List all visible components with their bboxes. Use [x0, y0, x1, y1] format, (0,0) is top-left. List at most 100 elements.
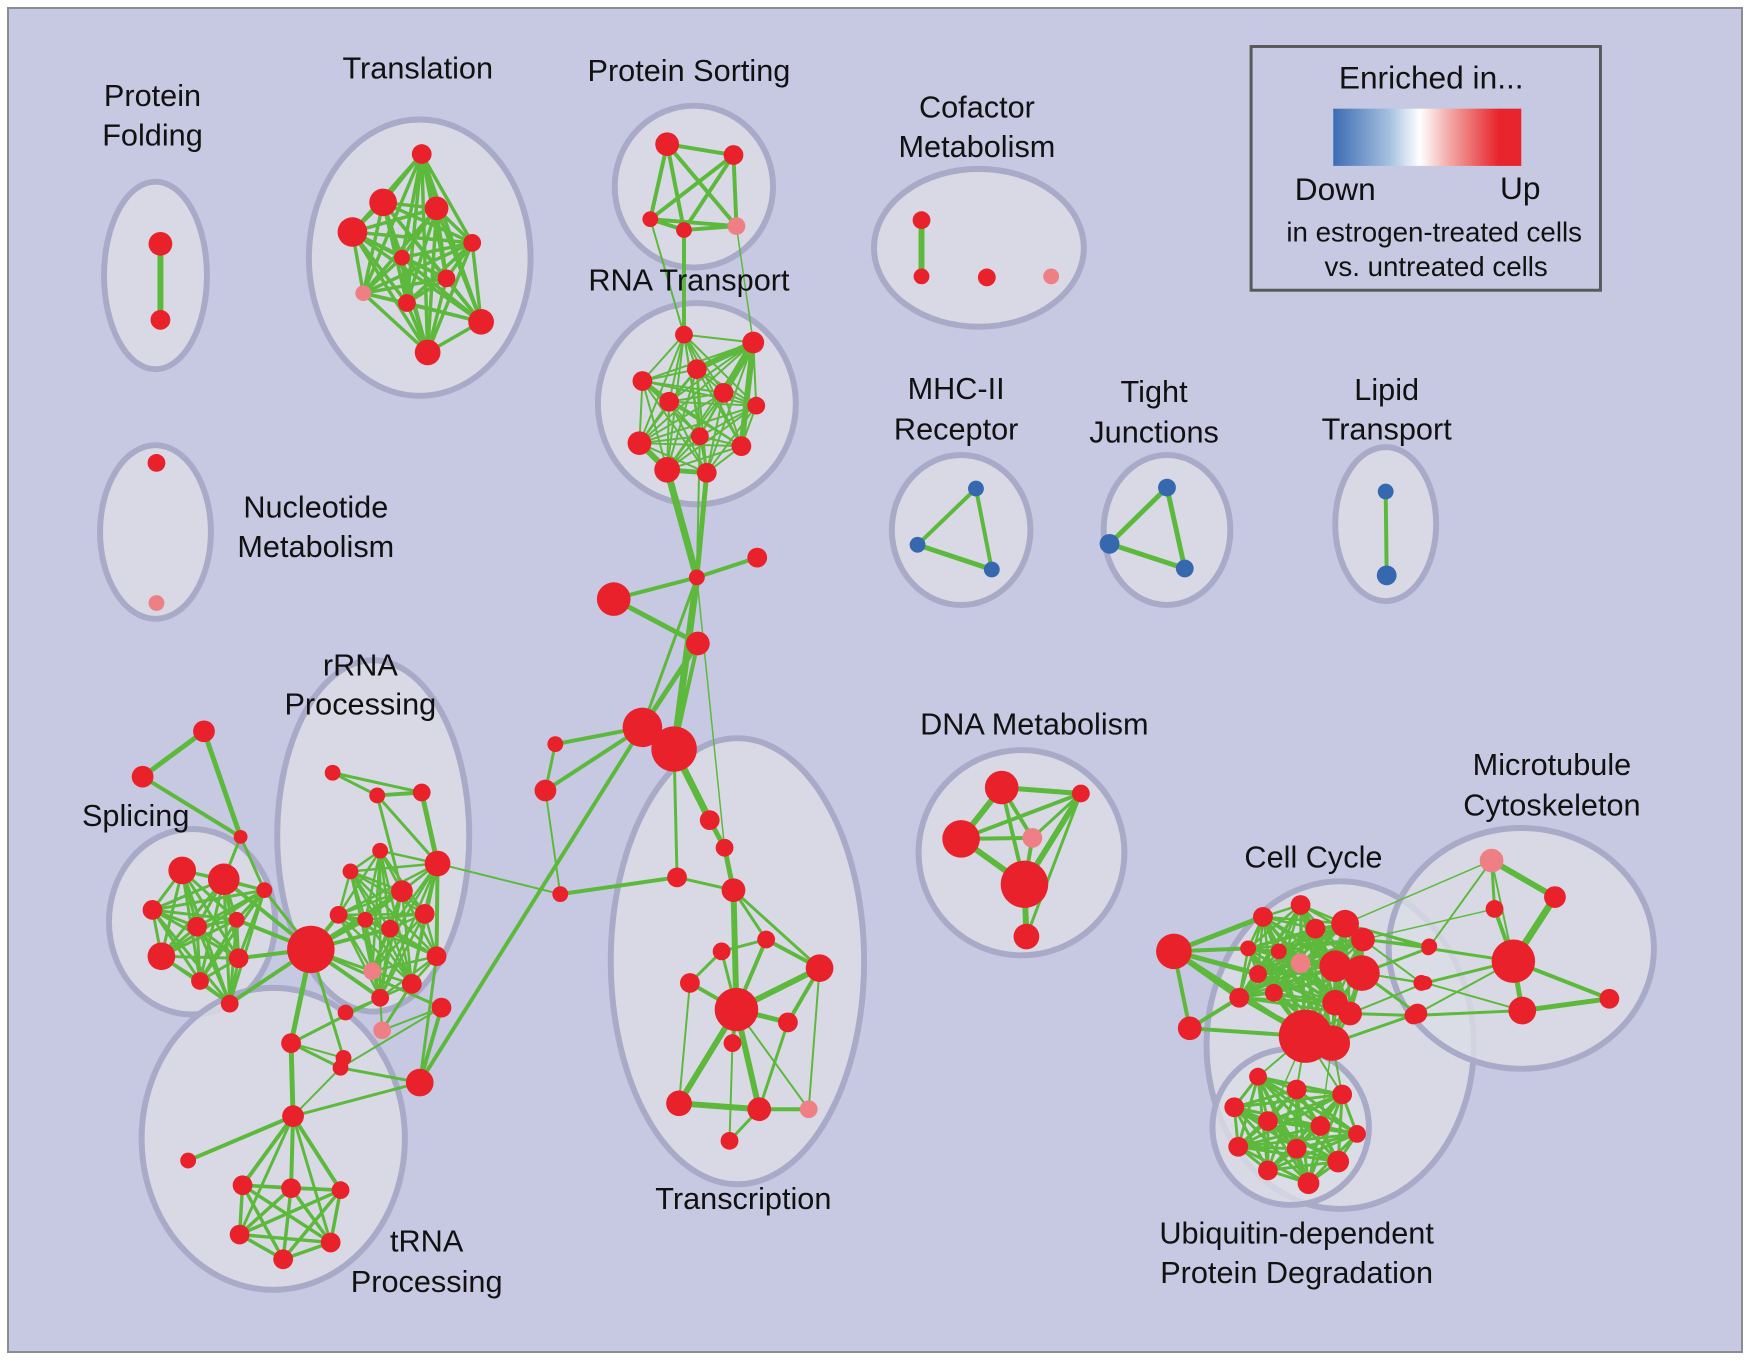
- node-mt4: [1491, 939, 1536, 983]
- legend-caption-line2: vs. untreated cells: [1325, 251, 1548, 282]
- node-ub5: [1258, 1111, 1278, 1131]
- node-cn3: [596, 582, 631, 616]
- legend-up-label: Up: [1500, 170, 1540, 206]
- edge: [665, 142, 739, 229]
- cluster-ellipse-tight-junctions: [1100, 452, 1234, 608]
- node-rr15: [426, 946, 447, 967]
- legend-caption-line1: in estrogen-treated cells: [1286, 216, 1582, 247]
- edge: [361, 152, 424, 295]
- edge: [364, 912, 426, 922]
- edge: [237, 1186, 293, 1237]
- node-lt3: [373, 1021, 392, 1040]
- network-canvas: Protein Folding Translation Nucleotide Metab…: [82, 45, 1657, 1299]
- edge: [237, 1188, 343, 1237]
- cluster-ellipse-protein-folding: [101, 178, 210, 373]
- node-mt6: [1599, 988, 1620, 1009]
- node-ub12: [1297, 1172, 1320, 1195]
- node-ub7: [1348, 1125, 1366, 1143]
- node-rt9: [627, 431, 652, 456]
- cluster-label-microtubule-cytoskeleton: Microtubule: [1473, 748, 1632, 782]
- edge: [288, 1040, 296, 1119]
- node-rt8: [690, 427, 709, 446]
- edge: [201, 728, 244, 840]
- cluster-label-lipid-transport: Lipid: [1354, 373, 1419, 407]
- node-txF: [680, 973, 700, 993]
- edge: [1349, 981, 1427, 1015]
- cluster-label-tight-junctions: Tight: [1121, 375, 1189, 409]
- edge: [973, 486, 994, 572]
- node-sp9: [220, 994, 239, 1013]
- cluster-label-translation: Translation: [342, 51, 493, 85]
- edge: [678, 981, 691, 1105]
- node-ps2: [723, 145, 744, 165]
- edge: [694, 555, 760, 580]
- edge: [159, 918, 239, 958]
- node-dm2: [1071, 784, 1090, 803]
- node-tn2: [281, 1178, 301, 1199]
- node-cc11: [1305, 918, 1326, 939]
- node-cc15: [1344, 955, 1380, 991]
- cluster-label-protein-folding: Folding: [102, 118, 203, 152]
- node-tn4: [229, 1224, 250, 1245]
- edge: [1361, 938, 1423, 984]
- edge: [738, 339, 757, 450]
- node-pf2: [150, 309, 171, 330]
- edge: [1024, 791, 1083, 939]
- edge: [1232, 1105, 1310, 1185]
- cluster-ellipse-rrna-processing: [274, 657, 473, 1015]
- cluster-label-lipid-transport: Transport: [1322, 412, 1453, 446]
- cluster-label-cofactor-metabolism: Cofactor: [919, 91, 1035, 125]
- node-ub3: [1332, 1084, 1353, 1105]
- node-rt6: [713, 382, 734, 403]
- edge: [648, 142, 670, 222]
- node-lt1: [281, 1033, 301, 1053]
- edge: [417, 725, 645, 1085]
- edge: [1232, 1088, 1299, 1109]
- node-rt3: [686, 359, 707, 380]
- edge: [731, 888, 822, 970]
- legend: Enriched in... Down Up in estrogen-treat…: [1249, 45, 1602, 292]
- node-rt2: [742, 331, 765, 354]
- edge: [1295, 1132, 1359, 1151]
- edge: [1246, 922, 1347, 950]
- node-txI: [778, 1012, 798, 1033]
- node-t9: [397, 294, 416, 312]
- node-tj3: [1175, 559, 1194, 578]
- node-lt4: [337, 1004, 354, 1021]
- node-t5: [463, 233, 482, 252]
- edge: [361, 276, 449, 295]
- edge: [694, 470, 710, 580]
- edge: [400, 241, 474, 260]
- node-tn3: [331, 1181, 350, 1200]
- node-dm6: [1013, 923, 1040, 950]
- edge: [337, 912, 426, 917]
- edge: [735, 225, 755, 344]
- cluster-label-trna-processing: Processing: [351, 1265, 503, 1299]
- node-rt11: [654, 456, 681, 483]
- cluster-label-rna-transport: RNA Transport: [588, 263, 790, 297]
- node-fr2: [131, 765, 154, 788]
- edge: [682, 333, 758, 407]
- edge: [705, 341, 755, 474]
- legend-box: [1249, 45, 1602, 292]
- node-sp1: [168, 856, 197, 885]
- node-txL: [747, 1097, 772, 1122]
- cluster-label-nucleotide-metabolism: Metabolism: [237, 530, 394, 564]
- node-hub1: [622, 707, 663, 748]
- node-txM: [799, 1100, 818, 1119]
- node-txK: [666, 1090, 692, 1117]
- node-sp5: [228, 911, 245, 928]
- node-sp6: [147, 942, 176, 971]
- edge: [1344, 922, 1431, 948]
- node-rr2: [369, 787, 386, 804]
- edge: [1236, 1124, 1322, 1149]
- node-ub4: [1224, 1097, 1245, 1118]
- node-rr6: [424, 850, 451, 877]
- edge: [682, 333, 755, 344]
- node-ps3: [642, 211, 659, 228]
- node-cn5: [552, 886, 569, 903]
- edge: [666, 445, 743, 471]
- edge: [807, 967, 821, 1111]
- node-rr8: [329, 905, 348, 924]
- node-rr16: [431, 997, 452, 1018]
